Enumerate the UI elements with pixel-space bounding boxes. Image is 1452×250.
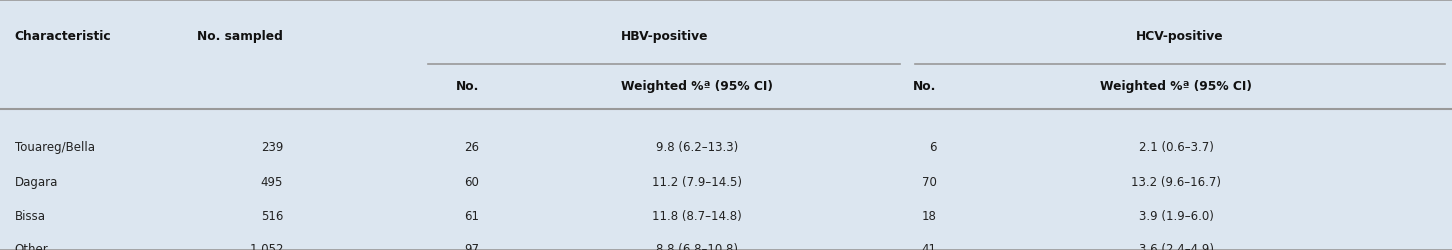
Text: 8.8 (6.8–10.8): 8.8 (6.8–10.8) bbox=[656, 242, 738, 250]
Text: 11.8 (8.7–14.8): 11.8 (8.7–14.8) bbox=[652, 209, 742, 222]
Text: Dagara: Dagara bbox=[15, 175, 58, 188]
Text: 41: 41 bbox=[922, 242, 937, 250]
Text: Bissa: Bissa bbox=[15, 209, 45, 222]
Text: 3.9 (1.9–6.0): 3.9 (1.9–6.0) bbox=[1138, 209, 1214, 222]
Text: HBV-positive: HBV-positive bbox=[620, 30, 709, 43]
Text: 3.6 (2.4–4.9): 3.6 (2.4–4.9) bbox=[1138, 242, 1214, 250]
Text: 97: 97 bbox=[465, 242, 479, 250]
Text: 26: 26 bbox=[465, 140, 479, 153]
Text: HCV-positive: HCV-positive bbox=[1135, 30, 1224, 43]
Text: 60: 60 bbox=[465, 175, 479, 188]
Text: 495: 495 bbox=[261, 175, 283, 188]
Text: Touareg/Bella: Touareg/Bella bbox=[15, 140, 94, 153]
Text: 13.2 (9.6–16.7): 13.2 (9.6–16.7) bbox=[1131, 175, 1221, 188]
Text: 11.2 (7.9–14.5): 11.2 (7.9–14.5) bbox=[652, 175, 742, 188]
Text: Other: Other bbox=[15, 242, 48, 250]
Text: 6: 6 bbox=[929, 140, 937, 153]
Text: 239: 239 bbox=[261, 140, 283, 153]
Text: 1 052: 1 052 bbox=[250, 242, 283, 250]
Text: No.: No. bbox=[456, 80, 479, 93]
Text: 70: 70 bbox=[922, 175, 937, 188]
Text: Characteristic: Characteristic bbox=[15, 30, 112, 43]
Text: 18: 18 bbox=[922, 209, 937, 222]
Text: 516: 516 bbox=[261, 209, 283, 222]
Text: No. sampled: No. sampled bbox=[197, 30, 283, 43]
Text: 2.1 (0.6–3.7): 2.1 (0.6–3.7) bbox=[1138, 140, 1214, 153]
Text: 9.8 (6.2–13.3): 9.8 (6.2–13.3) bbox=[656, 140, 738, 153]
Text: 61: 61 bbox=[465, 209, 479, 222]
Text: No.: No. bbox=[913, 80, 937, 93]
Text: Weighted %ª (95% CI): Weighted %ª (95% CI) bbox=[1101, 80, 1252, 93]
Text: Weighted %ª (95% CI): Weighted %ª (95% CI) bbox=[621, 80, 772, 93]
